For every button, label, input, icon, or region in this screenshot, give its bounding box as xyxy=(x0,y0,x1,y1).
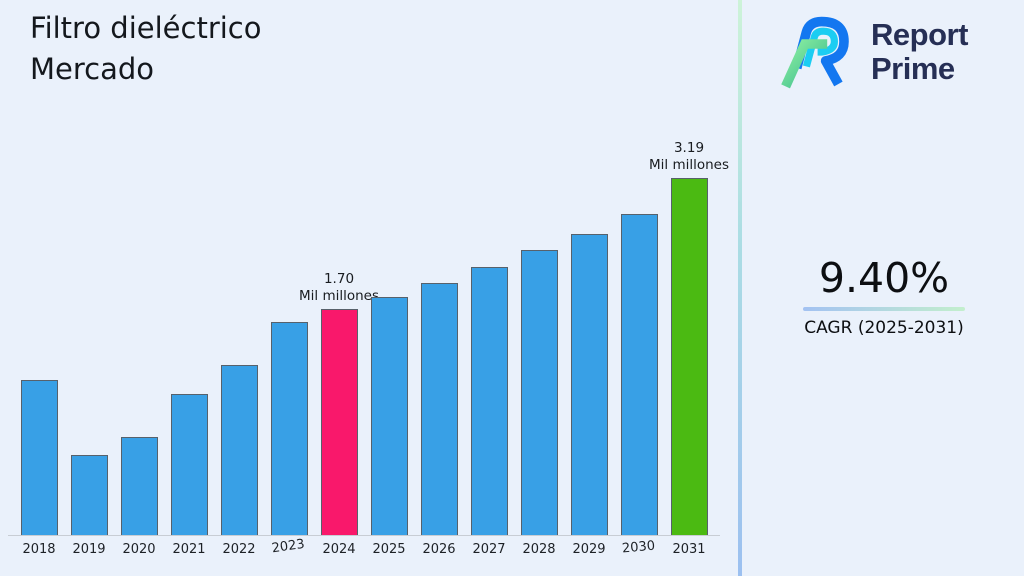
cagr-underline xyxy=(803,307,965,312)
bar-slot-2029 xyxy=(564,234,614,536)
axis-label-2019: 2019 xyxy=(72,542,106,557)
axis-label-2020: 2020 xyxy=(122,542,156,557)
axis-label-2028: 2028 xyxy=(522,542,556,557)
axis-label-2023: 2023 xyxy=(270,536,306,557)
axis-label-2026: 2026 xyxy=(422,542,456,557)
bar-2028 xyxy=(520,250,558,536)
bar-2022 xyxy=(220,365,258,536)
bar-slot-2021 xyxy=(164,394,214,536)
axis-label-2030: 2030 xyxy=(621,538,656,557)
x-axis-labels-row: 2018 2019 2020 2021 2022 2023 2024 2025 2026 2027… xyxy=(14,537,714,562)
x-axis-line xyxy=(8,535,720,536)
axis-label-2021: 2021 xyxy=(172,542,206,557)
bar-slot-2028 xyxy=(514,250,564,536)
bar-slot-2030 xyxy=(614,214,664,536)
axis-label-2025: 2025 xyxy=(372,542,406,557)
bar-slot-2020 xyxy=(114,437,164,536)
chart-bars-row: 1.70 Mil millones 3.19 Mil millones xyxy=(14,136,729,536)
bar-2027 xyxy=(470,267,508,536)
axis-label-2022: 2022 xyxy=(222,542,256,557)
bar-slot-2031: 3.19 Mil millones xyxy=(649,140,729,536)
market-bar-chart: 1.70 Mil millones 3.19 Mil millones 2018 201… xyxy=(8,136,729,576)
page-title: Filtro dieléctrico Mercado xyxy=(30,8,262,89)
bar-slot-2018 xyxy=(14,380,64,536)
axis-label-2029: 2029 xyxy=(572,542,606,557)
report-prime-wordmark: Report Prime xyxy=(871,16,968,86)
bar-data-label-2031: 3.19 Mil millones xyxy=(649,139,729,174)
bar-2026 xyxy=(420,283,458,536)
vertical-divider-line xyxy=(738,0,742,576)
bar-slot-2025 xyxy=(364,297,414,536)
axis-label-2024: 2024 xyxy=(322,542,356,557)
bar-2021 xyxy=(170,394,208,536)
bar-slot-2026 xyxy=(414,283,464,536)
cagr-value: 9.40% xyxy=(818,254,950,302)
bar-2023 xyxy=(270,322,308,536)
axis-label-2018: 2018 xyxy=(22,542,56,557)
bar-slot-2027 xyxy=(464,267,514,536)
report-prime-logo: Report Prime xyxy=(779,12,968,92)
bar-2029 xyxy=(570,234,608,536)
cagr-block: 9.40% CAGR (2025-2031) xyxy=(798,254,970,339)
bar-slot-2022 xyxy=(214,365,264,536)
axis-label-2031: 2031 xyxy=(672,542,706,557)
bar-2019 xyxy=(70,455,108,536)
bar-2031 xyxy=(670,178,708,536)
cagr-label: CAGR (2025-2031) xyxy=(804,318,964,339)
bar-2018 xyxy=(20,380,58,536)
axis-label-2027: 2027 xyxy=(472,542,506,557)
bar-2030 xyxy=(620,214,658,536)
bar-2020 xyxy=(120,437,158,536)
bar-slot-2024: 1.70 Mil millones xyxy=(299,271,379,536)
bar-2025 xyxy=(370,297,408,536)
page-title-line1: Filtro dieléctrico xyxy=(30,11,262,45)
bar-slot-2023 xyxy=(264,322,314,536)
bar-2024 xyxy=(320,309,358,536)
page-title-line2: Mercado xyxy=(30,51,155,86)
logo-word-prime: Prime xyxy=(871,51,955,86)
bar-data-label-2024: 1.70 Mil millones xyxy=(299,270,379,305)
logo-word-report: Report xyxy=(871,16,968,52)
bar-slot-2019 xyxy=(64,455,114,536)
report-prime-logo-icon xyxy=(781,16,849,89)
